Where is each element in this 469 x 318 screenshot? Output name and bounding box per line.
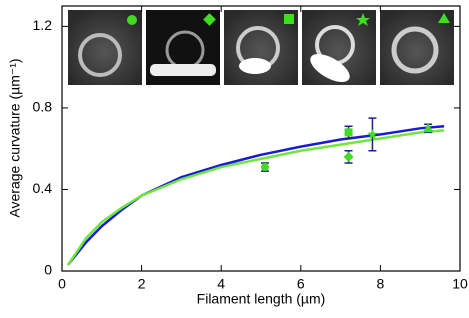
x-tick-label: 8 <box>377 276 385 292</box>
x-tick-label: 2 <box>138 276 146 292</box>
y-tick-label: 1.2 <box>33 17 53 33</box>
inset-images <box>68 10 454 85</box>
point <box>343 151 354 162</box>
y-tick-label: 0.8 <box>33 99 53 115</box>
plot-frame <box>61 5 461 272</box>
x-tick-label: 10 <box>452 276 468 292</box>
y-axis-label: Average curvature (µm⁻¹) <box>7 58 23 217</box>
x-tick-label: 4 <box>217 276 225 292</box>
x-tick-label: 6 <box>297 276 305 292</box>
fit-line <box>66 129 445 266</box>
point <box>423 123 434 133</box>
fit-line <box>66 125 445 266</box>
y-tick-label: 0.4 <box>33 180 53 196</box>
x-axis-label: Filament length (µm) <box>197 291 326 307</box>
point <box>344 128 353 137</box>
point <box>367 128 378 139</box>
x-tick-label: 0 <box>58 276 66 292</box>
y-tick-label: 0 <box>44 262 52 278</box>
point <box>260 163 269 172</box>
